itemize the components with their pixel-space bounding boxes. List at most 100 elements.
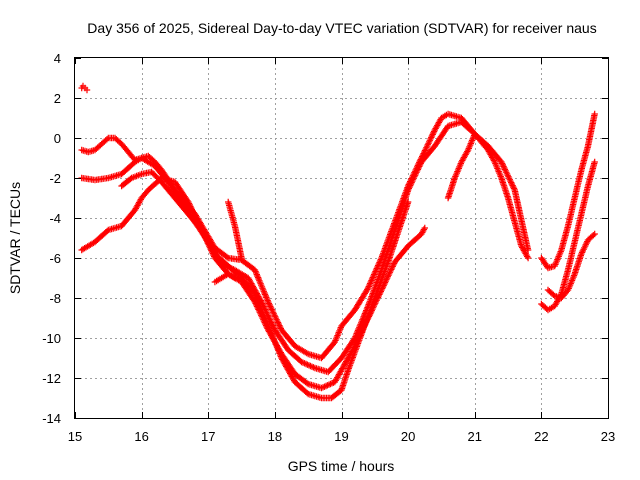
x-tick-label: 22 [534,429,548,444]
data-point [303,379,311,387]
data-point [390,261,397,269]
data-point [524,254,532,262]
data-point [272,315,280,322]
data-point [404,198,412,206]
data-point [415,164,422,172]
data-point [423,143,431,150]
data-point [223,253,231,261]
data-point [204,238,212,245]
x-tick-label: 23 [601,429,615,444]
data-point [386,269,394,276]
y-tick-label: -14 [42,411,61,426]
data-point [370,271,378,278]
data-point [252,292,259,299]
data-point [267,303,274,310]
data-point [414,166,422,173]
data-point [407,180,415,188]
data-point [510,183,517,191]
data-point [366,280,374,287]
data-point [505,173,512,180]
series-trace-d [118,168,412,402]
plot-frame [74,57,609,419]
data-point [274,318,281,325]
data-point [268,306,275,313]
data-point [188,206,195,213]
data-point [189,207,196,214]
data-point [508,180,516,188]
data-point [275,320,282,328]
data-point [577,252,584,259]
data-point [343,369,351,377]
data-point [254,296,261,304]
series-trace-a [78,110,532,362]
y-tick-label: -2 [49,171,61,186]
y-tick-label: -12 [42,371,61,386]
data-point [508,179,515,186]
data-point [318,384,325,392]
data-point [446,190,453,197]
data-point [372,266,380,274]
data-point [389,263,396,270]
data-point [271,312,278,319]
x-tick-label: 20 [401,429,415,444]
series-trace-g [225,198,245,262]
data-point [269,309,277,316]
data-point [281,360,288,367]
data-point [425,140,432,147]
data-point [490,157,498,164]
data-point [301,360,308,367]
y-tick-label: -4 [49,211,61,226]
data-point [580,246,587,253]
data-point [298,358,305,366]
data-point [507,178,514,185]
data-point [410,175,417,182]
x-axis-tick-labels: 15 16 17 18 19 20 21 22 23 [68,429,615,444]
data-point [263,319,271,327]
data-point [272,313,279,320]
data-point [420,226,428,233]
data-point [259,286,267,293]
data-point [261,291,269,298]
data-point [185,198,192,206]
data-point [364,284,372,292]
data-point [591,110,598,118]
data-point [269,307,276,314]
data-point [524,246,532,254]
data-point [368,275,376,283]
data-point [369,274,376,281]
data-point [276,323,284,331]
data-point [423,144,430,151]
data-point [273,316,280,323]
data-point [321,383,328,390]
data-point [276,322,283,329]
y-tick-label: 2 [54,91,61,106]
x-tick-label: 16 [134,429,148,444]
x-tick-label: 17 [201,429,215,444]
data-point [504,172,511,179]
data-point [265,298,272,306]
data-point [583,239,590,247]
data-point [247,279,254,286]
data-point [498,158,505,166]
x-tick-label: 19 [334,429,348,444]
data-point [83,86,91,94]
data-point [464,148,471,155]
data-point [367,278,374,286]
data-point [186,201,193,209]
axis-ticks [75,58,609,419]
y-tick-label: 4 [54,51,61,66]
data-point [430,129,437,137]
data-point [503,169,510,176]
data-point [430,128,438,135]
series-trace-f [211,270,239,286]
data-point [578,249,586,256]
data-point [327,380,334,388]
data-point [412,170,419,177]
data-point [387,267,394,274]
data-point [199,228,206,235]
data-point [287,370,294,377]
data-point [266,327,274,334]
data-point [427,135,434,142]
data-point [267,304,275,312]
